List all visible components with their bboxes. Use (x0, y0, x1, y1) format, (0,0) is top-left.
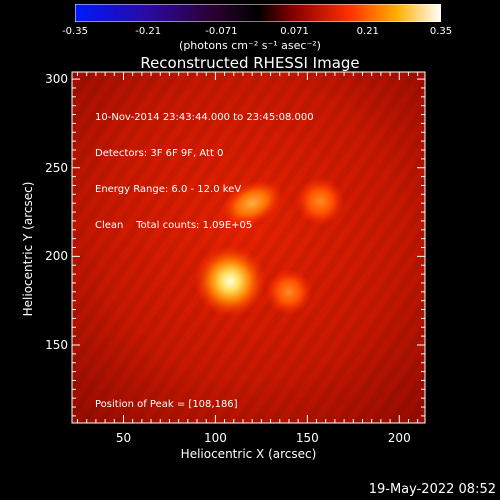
emission-source (221, 179, 284, 227)
x-tick-label: 150 (295, 431, 319, 445)
x-tick-label: 50 (115, 431, 132, 445)
x-tick-label: 100 (203, 431, 227, 445)
y-tick-label: 250 (45, 160, 68, 175)
info-line-energy: Energy Range: 6.0 - 12.0 keV (95, 184, 242, 195)
colorbar-tick-label: 0.071 (280, 26, 309, 37)
y-tick-label: 200 (45, 249, 68, 264)
info-line-time: 10-Nov-2014 23:43:44.000 to 23:45:08.000 (95, 112, 314, 123)
colorbar (75, 4, 441, 22)
colorbar-tick-label: -0.071 (205, 26, 238, 37)
y-tick-label: 150 (45, 338, 68, 352)
plot-title: Reconstructed RHESSI Image (140, 54, 360, 72)
peak-position-label: Position of Peak = [108,186] (95, 399, 238, 410)
colorbar-tick-label: -0.21 (135, 26, 162, 37)
x-axis-label: Heliocentric X (arcsec) (180, 447, 317, 461)
emission-source (296, 177, 345, 226)
colorbar-tick-label: 0.21 (356, 26, 379, 37)
x-tick-label: 200 (387, 431, 411, 445)
emission-source (266, 269, 312, 315)
info-line-counts: Clean Total counts: 1.09E+05 (95, 220, 253, 231)
colorbar-units: (photons cm⁻² s⁻¹ asec⁻²) (179, 39, 321, 52)
colorbar-tick-label: 0.35 (429, 26, 453, 37)
date-stamp: 19-May-2022 08:52 (368, 482, 496, 497)
observation-info: 10-Nov-2014 23:43:44.000 to 23:45:08.000… (95, 88, 314, 244)
y-tick-label: 300 (45, 72, 68, 87)
colorbar-tick-label: -0.35 (62, 26, 88, 37)
info-line-detectors: Detectors: 3F 6F 9F, Att 0 (95, 148, 224, 159)
emission-source (194, 245, 267, 318)
